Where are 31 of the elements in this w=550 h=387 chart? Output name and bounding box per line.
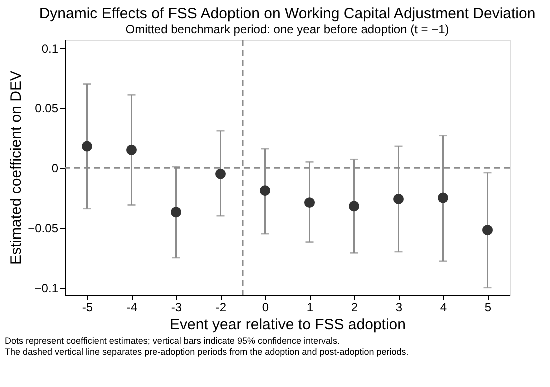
point — [394, 194, 404, 204]
x-tick-label: -3 — [171, 300, 182, 314]
y-tick-label: 0 — [52, 162, 59, 176]
x-tick-label: 0 — [262, 300, 270, 314]
point — [171, 207, 182, 218]
x-tick-label: -5 — [82, 300, 94, 314]
x-axis-title: Event year relative to FSS adoption — [170, 316, 406, 334]
point — [349, 201, 360, 212]
y-axis-title: Estimated coefficient on DEV — [8, 71, 26, 265]
x-tick-label: 4 — [440, 300, 448, 314]
point — [216, 168, 226, 180]
x-tick-label: -2 — [216, 300, 227, 314]
point — [482, 225, 493, 236]
y-tick-label: 0.1 — [42, 42, 59, 56]
y-tick-label: −0.05 — [28, 221, 59, 236]
y-tick-label: 0.05 — [35, 102, 59, 116]
x-tick-label: -4 — [126, 300, 138, 314]
x-tick-label: 3 — [396, 300, 403, 314]
chart-subtitle: Omitted benchmark period: one year before adoption (t = −1) — [126, 22, 450, 36]
point — [260, 186, 270, 196]
y-tick-label: −0.1 — [34, 281, 59, 296]
x-tick-label: 1 — [306, 300, 314, 314]
point — [82, 141, 92, 152]
point — [438, 192, 448, 204]
x-tick-label: 2 — [351, 300, 358, 314]
point — [304, 198, 315, 208]
text: The dashed vertical line separates pre-adoption periods from the adoption and post-adoption periods. — [5, 347, 409, 357]
point — [126, 144, 137, 156]
x-tick-label: 5 — [484, 300, 492, 314]
chart-title: Dynamic Effects of FSS Adoption on Working Capital Adjustment Deviation — [39, 5, 536, 22]
text: Dots represent coefficient estimates; vertical bars indicate 95% confidence intervals. — [5, 336, 340, 346]
